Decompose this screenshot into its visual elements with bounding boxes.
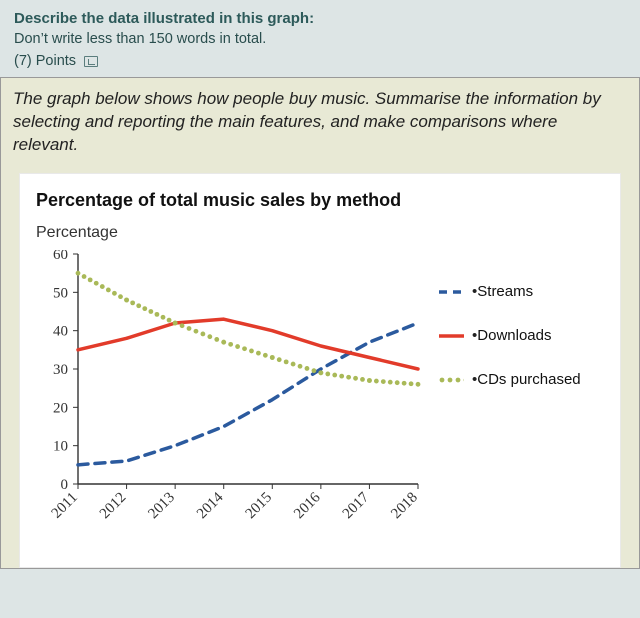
legend-item: • Downloads	[438, 326, 581, 346]
word-count-instruction: Don’t write less than 150 words in total…	[14, 31, 626, 47]
flag-icon[interactable]	[84, 56, 98, 67]
points-row: (7) Points	[14, 53, 626, 69]
svg-text:2011: 2011	[49, 489, 81, 521]
chart-svg: 0 10 20 30 40 50 60 2011 2012 2013 2014 2015 2016 201…	[36, 250, 424, 556]
chart-card: Percentage of total music sales by metho…	[19, 173, 621, 568]
y-axis-label: Percentage	[36, 222, 612, 244]
svg-text:40: 40	[53, 323, 68, 339]
svg-text:30: 30	[53, 362, 68, 378]
chart-title: Percentage of total music sales by metho…	[36, 188, 612, 212]
chart-legend: • Streams • Downloads • CDs purchased	[424, 250, 581, 415]
svg-text:2016: 2016	[291, 489, 324, 522]
task-prompt-box: The graph below shows how people buy mus…	[0, 77, 640, 569]
svg-text:2014: 2014	[194, 489, 227, 522]
svg-text:10: 10	[53, 438, 68, 454]
svg-text:50: 50	[53, 285, 68, 301]
question-header: Describe the data illustrated in this gr…	[0, 0, 640, 77]
svg-text:2018: 2018	[388, 489, 421, 522]
legend-label: Downloads	[477, 326, 551, 346]
task-prompt-text: The graph below shows how people buy mus…	[13, 88, 627, 157]
svg-text:0: 0	[61, 477, 69, 493]
svg-text:2015: 2015	[243, 489, 276, 522]
legend-item: • CDs purchased	[438, 370, 581, 390]
svg-text:60: 60	[53, 250, 68, 263]
question-title: Describe the data illustrated in this gr…	[14, 10, 626, 27]
legend-label: CDs purchased	[477, 370, 580, 390]
svg-text:2013: 2013	[145, 489, 178, 522]
svg-text:2012: 2012	[97, 489, 130, 522]
svg-text:2017: 2017	[340, 489, 373, 522]
legend-item: • Streams	[438, 282, 581, 302]
legend-label: Streams	[477, 282, 533, 302]
svg-text:20: 20	[53, 400, 68, 416]
points-label: (7) Points	[14, 53, 76, 69]
chart-plot: 0 10 20 30 40 50 60 2011 2012 2013 2014 2015 2016 201…	[36, 250, 424, 563]
